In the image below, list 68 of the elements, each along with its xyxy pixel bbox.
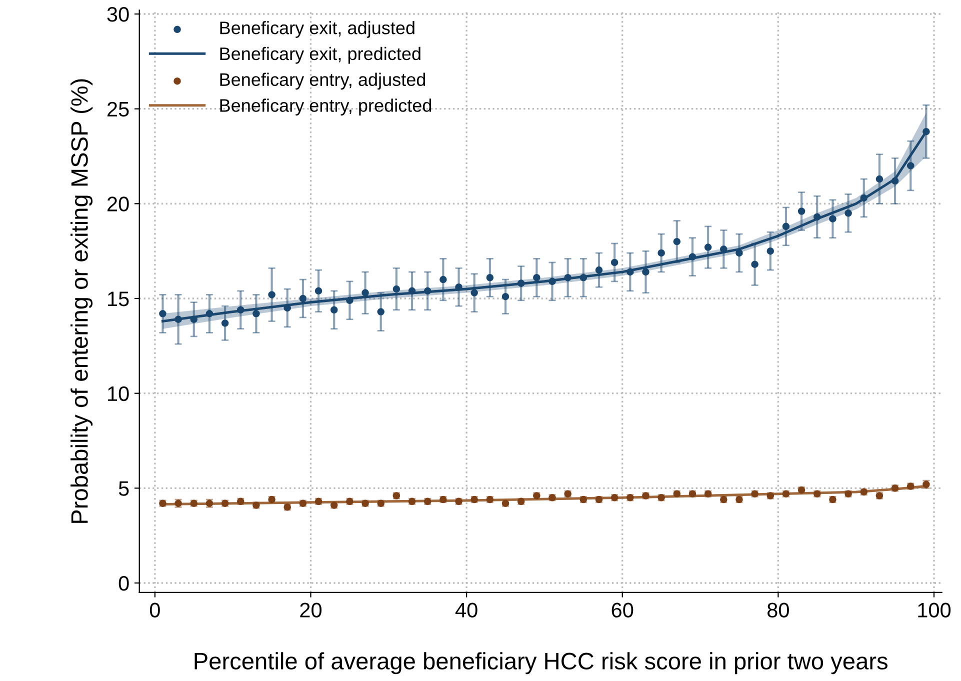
y-tick-label: 5 bbox=[118, 481, 129, 496]
y-tick-label: 20 bbox=[108, 196, 129, 212]
point bbox=[330, 306, 338, 314]
point bbox=[673, 490, 681, 498]
point bbox=[626, 268, 634, 276]
point bbox=[206, 310, 214, 318]
point bbox=[377, 308, 384, 316]
y-axis-title: Probability of entering or exiting MSSP (%) bbox=[70, 79, 93, 523]
point bbox=[190, 316, 198, 323]
point bbox=[548, 278, 556, 286]
y-tick-label: 10 bbox=[108, 386, 129, 402]
point bbox=[252, 310, 260, 318]
point bbox=[673, 238, 681, 246]
point bbox=[455, 283, 462, 291]
y-tick-label: 0 bbox=[118, 576, 129, 591]
point bbox=[813, 213, 821, 221]
point bbox=[221, 320, 229, 327]
point bbox=[159, 310, 166, 318]
point bbox=[564, 274, 572, 282]
point bbox=[891, 177, 899, 185]
point bbox=[736, 249, 743, 257]
point bbox=[782, 222, 790, 230]
x-tick-label: 80 bbox=[767, 602, 789, 618]
point bbox=[595, 266, 603, 274]
point bbox=[751, 260, 758, 268]
point bbox=[314, 287, 322, 295]
point bbox=[424, 287, 432, 295]
point bbox=[486, 274, 494, 282]
point bbox=[268, 291, 276, 298]
y-tick-label: 30 bbox=[107, 7, 129, 22]
point bbox=[876, 175, 884, 183]
point bbox=[610, 258, 618, 266]
point bbox=[860, 194, 868, 202]
y-tick-label: 25 bbox=[108, 102, 129, 117]
point bbox=[766, 247, 774, 255]
legend-label: Beneficary entry, adjusted bbox=[220, 72, 426, 90]
point bbox=[704, 244, 712, 251]
point bbox=[533, 274, 540, 282]
point bbox=[688, 253, 696, 260]
point bbox=[299, 294, 307, 302]
legend-label: Beneficary entry, predicted bbox=[220, 98, 432, 116]
point bbox=[392, 285, 400, 293]
x-tick-label: 60 bbox=[612, 602, 634, 618]
point bbox=[658, 249, 665, 257]
x-tick-label: 0 bbox=[150, 602, 160, 618]
point bbox=[362, 289, 369, 296]
point bbox=[502, 292, 510, 300]
point bbox=[844, 210, 852, 217]
point bbox=[517, 280, 525, 287]
point bbox=[236, 306, 244, 314]
point bbox=[174, 316, 182, 323]
legend-label: Beneficary exit, adjusted bbox=[220, 21, 414, 38]
point bbox=[580, 274, 588, 282]
point bbox=[470, 289, 478, 296]
point bbox=[440, 276, 447, 284]
point bbox=[922, 128, 930, 136]
point bbox=[346, 296, 354, 304]
point bbox=[829, 215, 836, 222]
point bbox=[642, 268, 650, 276]
x-tick-label: 40 bbox=[455, 602, 478, 618]
x-tick-label: 100 bbox=[918, 602, 951, 618]
legend-label: Beneficary exit, predicted bbox=[220, 46, 420, 64]
y-tick-label: 15 bbox=[108, 292, 129, 306]
point bbox=[906, 162, 914, 170]
x-tick-label: 20 bbox=[300, 602, 322, 618]
point bbox=[798, 208, 806, 215]
point bbox=[408, 287, 416, 295]
x-axis-title: Percentile of average beneficiary HCC risk score in prior two years bbox=[194, 652, 888, 674]
